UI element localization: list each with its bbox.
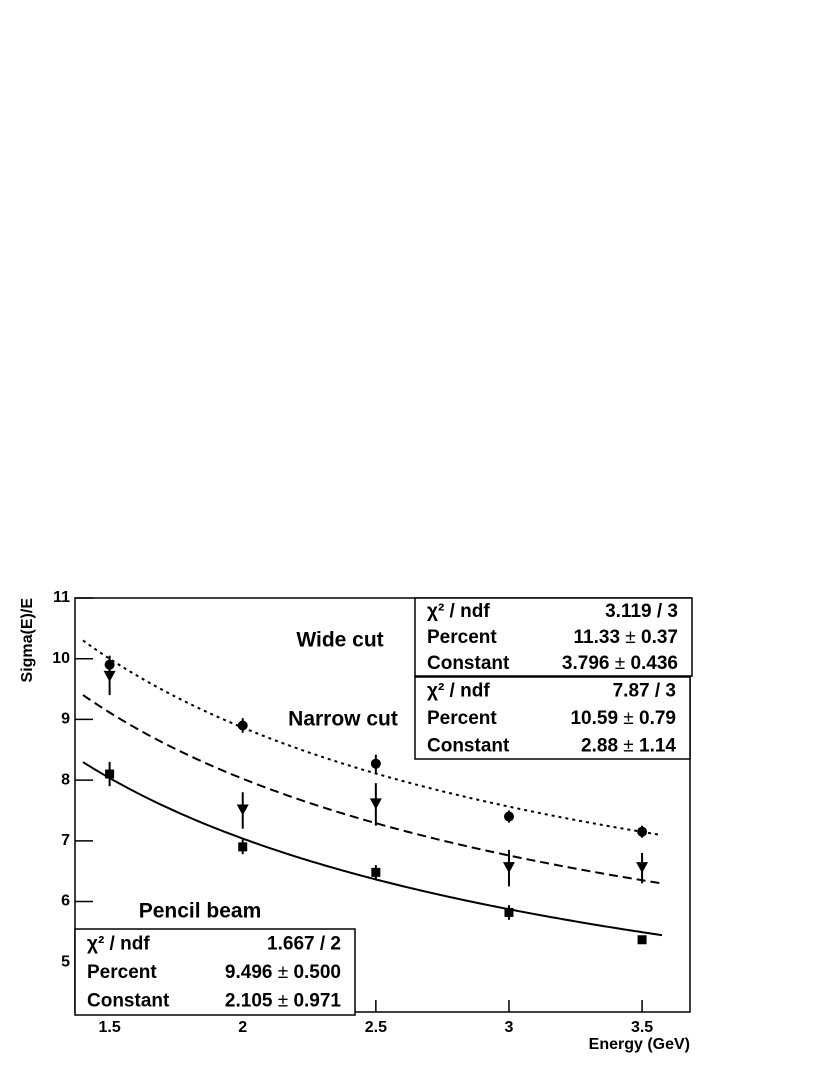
stat-box-frame bbox=[414, 597, 693, 677]
stat-value: 3.119 / 3 bbox=[605, 601, 678, 622]
y-tick-label: 11 bbox=[53, 589, 70, 606]
param-value: 2.105 bbox=[225, 991, 273, 1012]
stat-value: 2.88 ± 1.14 bbox=[581, 735, 676, 756]
y-tick-label: 6 bbox=[61, 893, 70, 910]
stat-label: Constant bbox=[427, 735, 510, 756]
param-value: 10.59 bbox=[570, 708, 618, 729]
series-label: Pencil beam bbox=[139, 900, 262, 923]
marker bbox=[103, 670, 116, 682]
x-tick-label: 2.5 bbox=[365, 1019, 387, 1036]
series-label: Narrow cut bbox=[288, 708, 398, 731]
plot-frame bbox=[74, 597, 691, 1013]
stat-label: χ² / ndf bbox=[427, 601, 490, 622]
stat-label: χ² / ndf bbox=[427, 681, 490, 702]
y-tick-label: 9 bbox=[61, 711, 70, 728]
marker bbox=[636, 862, 649, 874]
stat-value: 7.87 / 3 bbox=[613, 681, 676, 702]
marker bbox=[236, 804, 249, 816]
x-tick-label: 2 bbox=[238, 1019, 247, 1036]
fit-curve bbox=[82, 761, 663, 937]
y-axis-title: Sigma(E)/E bbox=[19, 598, 36, 683]
plus-minus: ± bbox=[618, 735, 639, 756]
plus-minus: ± bbox=[618, 708, 639, 729]
marker bbox=[237, 720, 248, 731]
marker bbox=[637, 826, 648, 837]
stat-label: Percent bbox=[427, 708, 497, 729]
stat-box-frame bbox=[414, 676, 691, 760]
param-value: 11.33 bbox=[574, 627, 621, 648]
y-tick-label: 8 bbox=[61, 771, 70, 788]
marker bbox=[637, 935, 647, 945]
marker bbox=[105, 769, 115, 779]
marker bbox=[370, 758, 381, 769]
marker bbox=[502, 862, 515, 874]
stat-label: χ² / ndf bbox=[87, 933, 150, 954]
y-tick-label: 10 bbox=[52, 650, 70, 667]
param-error: 0.436 bbox=[630, 653, 678, 674]
marker bbox=[503, 811, 514, 822]
param-error: 0.971 bbox=[293, 991, 341, 1012]
param-error: 0.500 bbox=[293, 962, 341, 983]
stat-box: χ² / ndf 7.87 / 3 Percent 10.59 ± 0.79 Const… bbox=[414, 676, 691, 760]
param-value: 2.88 bbox=[581, 735, 618, 756]
plus-minus: ± bbox=[272, 991, 293, 1012]
marker bbox=[371, 867, 381, 877]
stat-value: 1.667 / 2 bbox=[267, 933, 341, 954]
param-value: 9.496 bbox=[225, 962, 273, 983]
stat-label: Percent bbox=[427, 627, 497, 648]
param-value: 3.796 bbox=[562, 653, 610, 674]
plus-minus: ± bbox=[609, 653, 630, 674]
stat-label: Constant bbox=[87, 991, 170, 1012]
stat-label: Constant bbox=[427, 653, 510, 674]
y-tick-label: 5 bbox=[61, 953, 70, 970]
plus-minus: ± bbox=[272, 962, 293, 983]
stat-value: 11.33 ± 0.37 bbox=[574, 627, 678, 648]
param-error: 0.79 bbox=[639, 708, 676, 729]
series-label: Wide cut bbox=[296, 629, 383, 652]
stat-label: Percent bbox=[87, 962, 157, 983]
stat-value: 9.496 ± 0.500 bbox=[225, 962, 341, 983]
marker bbox=[504, 907, 514, 917]
stat-box: χ² / ndf 3.119 / 3 Percent 11.33 ± 0.37 Cons… bbox=[414, 597, 693, 677]
stat-box: χ² / ndf 1.667 / 2 Percent 9.496 ± 0.500 Con… bbox=[74, 928, 356, 1016]
marker bbox=[238, 842, 248, 852]
stat-value: 3.796 ± 0.436 bbox=[562, 653, 678, 674]
stat-box-frame bbox=[74, 928, 356, 1016]
stat-value: 2.105 ± 0.971 bbox=[225, 991, 342, 1012]
x-tick-label: 3 bbox=[505, 1019, 514, 1036]
stat-value: 10.59 ± 0.79 bbox=[570, 708, 676, 729]
plus-minus: ± bbox=[620, 627, 641, 648]
x-tick-label: 1.5 bbox=[98, 1019, 120, 1036]
marker bbox=[369, 798, 382, 810]
param-error: 1.14 bbox=[639, 735, 676, 756]
param-error: 0.37 bbox=[641, 627, 678, 648]
x-axis-title: Energy (GeV) bbox=[589, 1036, 690, 1053]
x-tick-label: 3.5 bbox=[631, 1019, 653, 1036]
fit-curve bbox=[82, 639, 663, 837]
y-tick-label: 7 bbox=[61, 832, 70, 849]
